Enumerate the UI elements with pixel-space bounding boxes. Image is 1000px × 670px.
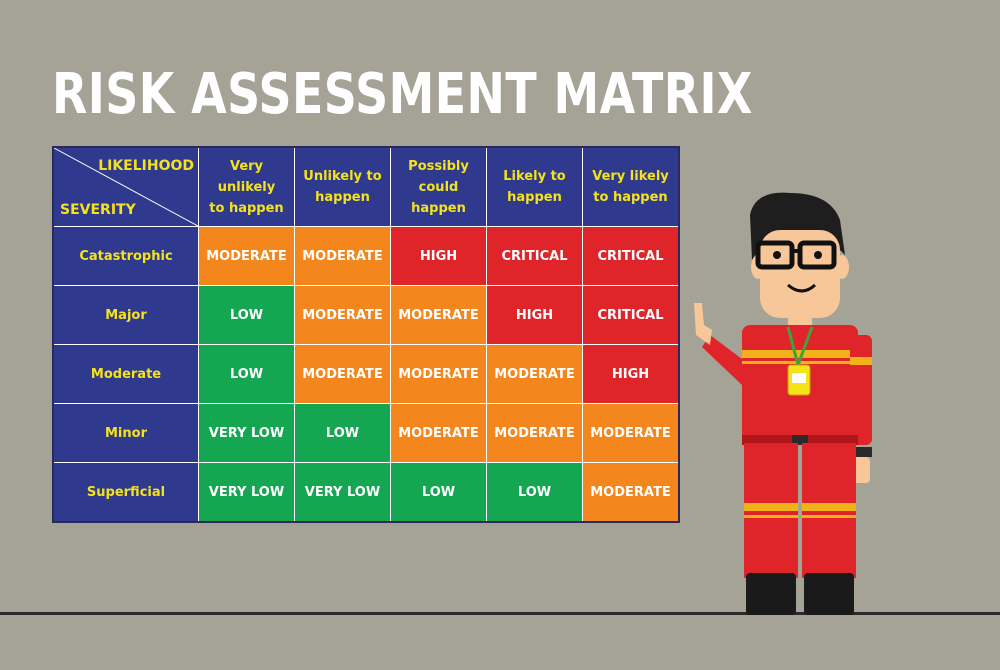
stock-watermark: 396414234: [4, 430, 18, 620]
likelihood-label: LIKELIHOOD: [98, 158, 194, 174]
page-title: RISK ASSESSMENT MATRIX: [52, 62, 753, 127]
risk-level-cell: CRITICAL: [582, 226, 680, 286]
matrix-row: Catastrophic MODERATE MODERATE HIGH CRITICAL…: [52, 226, 680, 286]
likelihood-column-header: Likely to happen: [486, 146, 583, 227]
matrix-row: Minor VERY LOW LOW MODERATE MODERATE MODERATE: [52, 403, 680, 463]
severity-row-header: Minor: [52, 403, 199, 463]
severity-row-header: Moderate: [52, 344, 199, 404]
risk-level-cell: MODERATE: [390, 344, 487, 404]
risk-level-cell: MODERATE: [390, 403, 487, 463]
risk-level-cell: LOW: [198, 285, 295, 345]
likelihood-column-header: Very unlikely to happen: [198, 146, 295, 227]
risk-level-cell: CRITICAL: [486, 226, 583, 286]
risk-level-cell: HIGH: [486, 285, 583, 345]
severity-row-header: Catastrophic: [52, 226, 199, 286]
risk-level-cell: VERY LOW: [198, 462, 295, 523]
column-header-line: Very likely: [592, 169, 669, 184]
column-header-line: to happen: [209, 200, 284, 216]
floor: [0, 612, 1000, 670]
risk-level-cell: MODERATE: [294, 226, 391, 286]
risk-level-cell: VERY LOW: [198, 403, 295, 463]
column-header-line: Possibly: [408, 158, 469, 174]
risk-level-cell: HIGH: [582, 344, 680, 404]
column-header-line: happen: [315, 190, 370, 205]
likelihood-column-header: Possibly could happen: [390, 146, 487, 227]
column-header-line: happen: [507, 190, 562, 205]
risk-level-cell: HIGH: [390, 226, 487, 286]
matrix-row: Major LOW MODERATE MODERATE HIGH CRITICAL: [52, 285, 680, 345]
risk-level-cell: LOW: [198, 344, 295, 404]
matrix-header-row: LIKELIHOOD SEVERITY Very unlikely to happen…: [52, 146, 680, 227]
risk-level-cell: MODERATE: [198, 226, 295, 286]
risk-level-cell: MODERATE: [582, 462, 680, 523]
risk-level-cell: MODERATE: [486, 403, 583, 463]
column-header-line: to happen: [593, 190, 668, 205]
diagonal-divider: [54, 148, 198, 226]
risk-level-cell: LOW: [390, 462, 487, 523]
risk-level-cell: MODERATE: [294, 285, 391, 345]
column-header-line: Likely to: [503, 169, 566, 184]
risk-level-cell: MODERATE: [582, 403, 680, 463]
likelihood-column-header: Very likely to happen: [582, 146, 680, 227]
matrix-corner-cell: LIKELIHOOD SEVERITY: [52, 146, 199, 227]
matrix-row: Moderate LOW MODERATE MODERATE MODERATE HIGH: [52, 344, 680, 404]
risk-level-cell: LOW: [294, 403, 391, 463]
safety-worker-pointing-icon: [694, 192, 872, 615]
risk-level-cell: MODERATE: [486, 344, 583, 404]
severity-row-header: Major: [52, 285, 199, 345]
risk-matrix-table: LIKELIHOOD SEVERITY Very unlikely to happen…: [52, 146, 680, 523]
severity-row-header: Superficial: [52, 462, 199, 523]
column-header-line: could happen: [411, 179, 466, 216]
risk-level-cell: LOW: [486, 462, 583, 523]
risk-level-cell: MODERATE: [294, 344, 391, 404]
risk-level-cell: CRITICAL: [582, 285, 680, 345]
severity-label: SEVERITY: [60, 202, 136, 218]
column-header-line: Very unlikely: [217, 158, 276, 195]
risk-level-cell: VERY LOW: [294, 462, 391, 523]
risk-level-cell: MODERATE: [390, 285, 487, 345]
likelihood-column-header: Unlikely to happen: [294, 146, 391, 227]
matrix-row: Superficial VERY LOW VERY LOW LOW LOW MODERAT…: [52, 462, 680, 523]
column-header-line: Unlikely to: [303, 169, 382, 184]
